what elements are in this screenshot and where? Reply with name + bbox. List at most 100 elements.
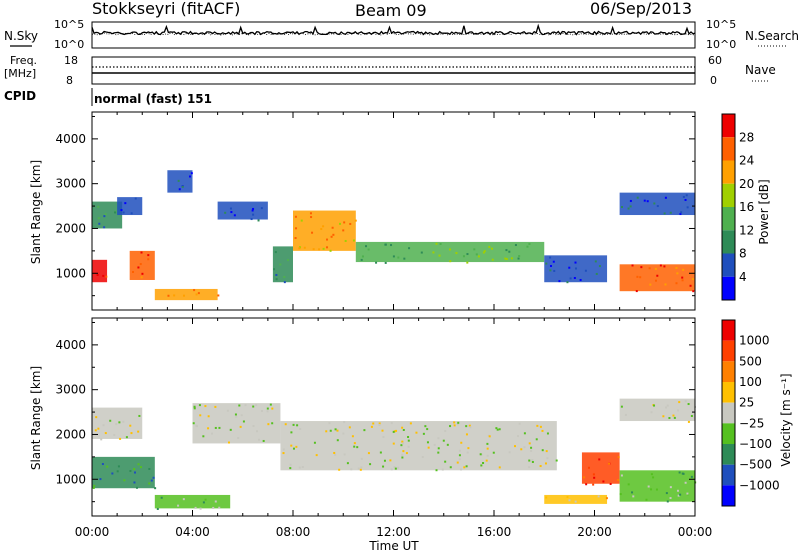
power-cell bbox=[287, 259, 290, 262]
velocity-cell bbox=[367, 452, 370, 455]
noise-tick-left-low: 10^0 bbox=[54, 38, 84, 51]
power-cell bbox=[505, 249, 508, 252]
velocity-cell bbox=[381, 429, 384, 432]
velocity-cell bbox=[402, 428, 405, 431]
velocity-cell bbox=[218, 426, 221, 429]
power-colorbar-segment bbox=[722, 276, 735, 300]
velocity-cell bbox=[118, 421, 121, 424]
velocity-cell bbox=[363, 429, 366, 432]
velocity-cell bbox=[650, 411, 653, 414]
power-cell bbox=[96, 273, 99, 276]
velocity-cell bbox=[390, 422, 393, 425]
velocity-cell bbox=[152, 476, 155, 479]
velocity-colorbar-segment bbox=[722, 340, 735, 362]
velocity-cell bbox=[518, 422, 521, 425]
velocity-cell bbox=[378, 423, 381, 426]
velocity-cell bbox=[350, 468, 353, 471]
power-cell bbox=[103, 226, 106, 229]
power-cell bbox=[140, 251, 143, 254]
date-title: 06/Sep/2013 bbox=[590, 0, 692, 18]
power-cell bbox=[132, 270, 135, 273]
power-cell bbox=[573, 277, 576, 280]
power-cell bbox=[310, 216, 313, 219]
power-ytick-label: 3000 bbox=[55, 177, 86, 191]
velocity-cell bbox=[681, 472, 684, 475]
velocity-cell bbox=[631, 491, 634, 494]
velocity-cell bbox=[193, 405, 196, 408]
velocity-cell bbox=[528, 459, 531, 462]
station-title: Stokkseyri (fitACF) bbox=[92, 0, 240, 18]
velocity-cell bbox=[315, 454, 318, 457]
velocity-cell bbox=[668, 417, 671, 420]
velocity-cell bbox=[460, 468, 463, 471]
cpid-text: normal (fast) 151 bbox=[94, 92, 212, 106]
velocity-cell bbox=[467, 447, 470, 450]
power-cell bbox=[312, 248, 315, 251]
power-cell bbox=[182, 294, 185, 297]
velocity-cell bbox=[395, 429, 398, 432]
power-cell bbox=[326, 246, 329, 249]
velocity-cell bbox=[100, 438, 103, 441]
power-cell bbox=[102, 274, 105, 277]
velocity-cell bbox=[690, 475, 693, 478]
velocity-cell bbox=[486, 447, 489, 450]
velocity-cell bbox=[393, 430, 396, 433]
velocity-cell bbox=[252, 405, 255, 408]
beam-title: Beam 09 bbox=[355, 1, 427, 20]
velocity-cell bbox=[421, 456, 424, 459]
velocity-cell bbox=[301, 465, 304, 468]
velocity-colorbar-segment bbox=[722, 423, 735, 444]
power-cell bbox=[217, 294, 220, 297]
power-colorbar-segment bbox=[722, 207, 735, 231]
velocity-cell bbox=[284, 423, 287, 426]
velocity-cell bbox=[426, 428, 429, 431]
power-cell bbox=[528, 242, 531, 245]
velocity-colorbar-tick: −1000 bbox=[739, 478, 780, 492]
power-cell bbox=[103, 215, 106, 218]
power-cell bbox=[250, 218, 253, 221]
velocity-cell bbox=[101, 463, 104, 466]
velocity-cell bbox=[119, 437, 122, 440]
power-cell bbox=[620, 206, 623, 209]
power-cell bbox=[659, 264, 662, 267]
power-cell bbox=[300, 219, 303, 222]
power-cell bbox=[275, 278, 278, 281]
velocity-cell bbox=[546, 457, 549, 460]
velocity-cell bbox=[211, 432, 214, 435]
power-cell bbox=[343, 221, 346, 224]
velocity-cell bbox=[382, 465, 385, 468]
velocity-cell bbox=[129, 469, 132, 472]
velocity-cell bbox=[313, 441, 316, 444]
velocity-cell bbox=[592, 473, 595, 476]
velocity-cell bbox=[655, 488, 658, 491]
power-cell bbox=[197, 292, 200, 295]
nave-tick-low: 0 bbox=[710, 74, 717, 87]
velocity-colorbar-tick: −500 bbox=[739, 458, 772, 472]
power-cell bbox=[97, 217, 100, 220]
velocity-ylabel: Slant Range [km] bbox=[29, 366, 43, 470]
velocity-cell bbox=[605, 497, 608, 500]
velocity-cell bbox=[458, 454, 461, 457]
velocity-cell bbox=[672, 414, 675, 417]
velocity-cell bbox=[336, 439, 339, 442]
velocity-cell bbox=[133, 481, 136, 484]
velocity-cell bbox=[202, 501, 205, 504]
velocity-cell bbox=[93, 484, 96, 487]
power-cell bbox=[518, 255, 521, 258]
power-cell bbox=[681, 276, 684, 279]
velocity-cell bbox=[242, 420, 245, 423]
velocity-cell bbox=[619, 493, 622, 496]
power-cell bbox=[669, 211, 672, 214]
time-tick-label: 04:00 bbox=[175, 525, 210, 539]
power-cell bbox=[475, 253, 478, 256]
noise-tick-right-low: 10^0 bbox=[706, 38, 736, 51]
velocity-cell bbox=[369, 463, 372, 466]
velocity-region bbox=[192, 403, 281, 444]
power-cell bbox=[438, 254, 441, 257]
velocity-cell bbox=[194, 506, 197, 509]
velocity-cell bbox=[568, 499, 571, 502]
velocity-cell bbox=[437, 447, 440, 450]
power-cell bbox=[639, 276, 642, 279]
velocity-cell bbox=[598, 458, 601, 461]
power-cell bbox=[508, 250, 511, 253]
